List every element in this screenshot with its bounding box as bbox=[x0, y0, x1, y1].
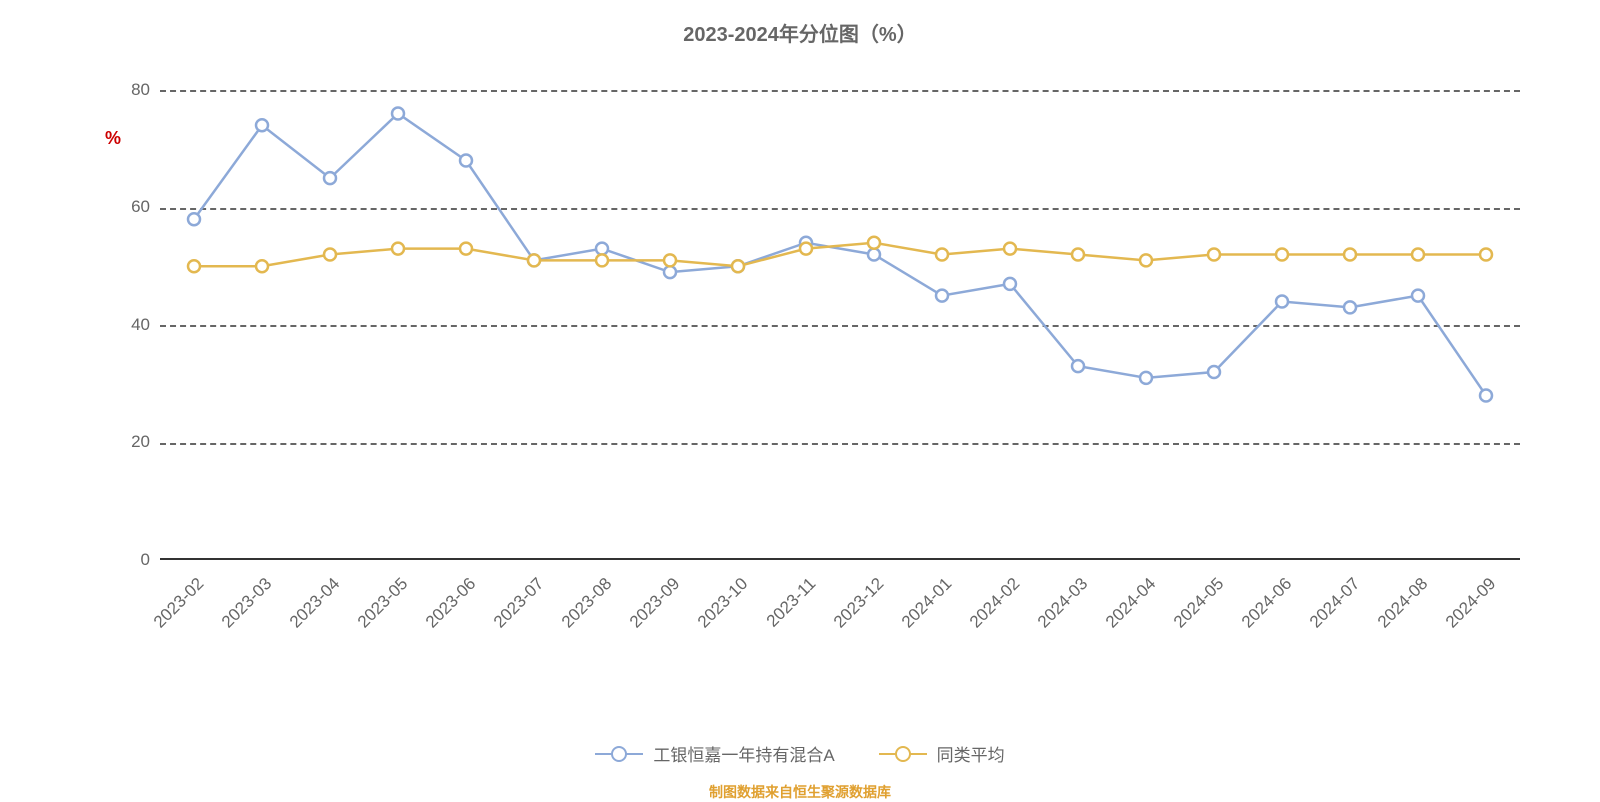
plot-area bbox=[160, 90, 1520, 560]
y-tick-label: 40 bbox=[100, 315, 150, 335]
x-tick-label: 2023-10 bbox=[694, 574, 752, 632]
data-point bbox=[460, 243, 472, 255]
data-point bbox=[256, 260, 268, 272]
data-point bbox=[188, 260, 200, 272]
y-tick-label: 20 bbox=[100, 432, 150, 452]
legend-label: 同类平均 bbox=[937, 741, 1005, 766]
data-point bbox=[596, 243, 608, 255]
legend-swatch bbox=[595, 753, 643, 756]
data-point bbox=[1208, 366, 1220, 378]
percentile-chart: 2023-2024年分位图（%） % 020406080 2023-022023… bbox=[0, 0, 1600, 800]
series-lines bbox=[160, 90, 1520, 560]
data-point bbox=[868, 249, 880, 261]
data-point bbox=[1004, 243, 1016, 255]
x-tick-label: 2023-03 bbox=[218, 574, 276, 632]
data-point bbox=[1140, 254, 1152, 266]
x-tick-label: 2023-09 bbox=[626, 574, 684, 632]
data-point bbox=[324, 249, 336, 261]
x-tick-label: 2023-12 bbox=[830, 574, 888, 632]
data-point bbox=[460, 155, 472, 167]
data-point bbox=[664, 266, 676, 278]
data-point bbox=[732, 260, 744, 272]
x-tick-label: 2023-08 bbox=[558, 574, 616, 632]
data-point bbox=[188, 213, 200, 225]
chart-title: 2023-2024年分位图（%） bbox=[0, 18, 1600, 47]
x-tick-label: 2024-02 bbox=[966, 574, 1024, 632]
data-point bbox=[1140, 372, 1152, 384]
data-point bbox=[1208, 249, 1220, 261]
x-tick-label: 2023-02 bbox=[150, 574, 208, 632]
legend-label: 工银恒嘉一年持有混合A bbox=[653, 741, 834, 766]
x-tick-label: 2024-06 bbox=[1238, 574, 1296, 632]
data-point bbox=[392, 108, 404, 120]
data-point bbox=[1072, 249, 1084, 261]
data-point bbox=[1344, 301, 1356, 313]
x-tick-label: 2024-01 bbox=[898, 574, 956, 632]
x-tick-label: 2023-11 bbox=[763, 574, 820, 631]
data-point bbox=[868, 237, 880, 249]
data-point bbox=[1480, 249, 1492, 261]
data-point bbox=[936, 249, 948, 261]
data-point bbox=[1276, 296, 1288, 308]
data-point bbox=[1344, 249, 1356, 261]
data-point bbox=[936, 290, 948, 302]
x-tick-label: 2023-06 bbox=[422, 574, 480, 632]
data-point bbox=[256, 119, 268, 131]
x-tick-label: 2024-05 bbox=[1170, 574, 1228, 632]
data-point bbox=[596, 254, 608, 266]
footer-credit: 制图数据来自恒生聚源数据库 bbox=[0, 782, 1600, 802]
data-point bbox=[1480, 390, 1492, 402]
data-point bbox=[1276, 249, 1288, 261]
data-point bbox=[1004, 278, 1016, 290]
legend-item: 同类平均 bbox=[879, 741, 1005, 766]
legend-item: 工银恒嘉一年持有混合A bbox=[595, 741, 834, 766]
data-point bbox=[1412, 290, 1424, 302]
data-point bbox=[1072, 360, 1084, 372]
series-line bbox=[194, 243, 1486, 267]
x-tick-label: 2024-07 bbox=[1306, 574, 1364, 632]
y-axis-unit: % bbox=[105, 128, 121, 149]
data-point bbox=[800, 243, 812, 255]
y-tick-label: 60 bbox=[100, 197, 150, 217]
y-tick-label: 0 bbox=[100, 550, 150, 570]
x-tick-label: 2024-03 bbox=[1034, 574, 1092, 632]
y-tick-label: 80 bbox=[100, 80, 150, 100]
x-tick-label: 2023-05 bbox=[354, 574, 412, 632]
data-point bbox=[528, 254, 540, 266]
data-point bbox=[1412, 249, 1424, 261]
x-tick-label: 2024-08 bbox=[1374, 574, 1432, 632]
x-tick-label: 2024-09 bbox=[1442, 574, 1500, 632]
data-point bbox=[324, 172, 336, 184]
data-point bbox=[392, 243, 404, 255]
legend: 工银恒嘉一年持有混合A 同类平均 bbox=[0, 740, 1600, 766]
x-axis bbox=[160, 558, 1520, 560]
x-tick-label: 2023-07 bbox=[490, 574, 548, 632]
legend-swatch bbox=[879, 753, 927, 756]
x-tick-label: 2024-04 bbox=[1102, 574, 1160, 632]
data-point bbox=[664, 254, 676, 266]
x-tick-label: 2023-04 bbox=[286, 574, 344, 632]
